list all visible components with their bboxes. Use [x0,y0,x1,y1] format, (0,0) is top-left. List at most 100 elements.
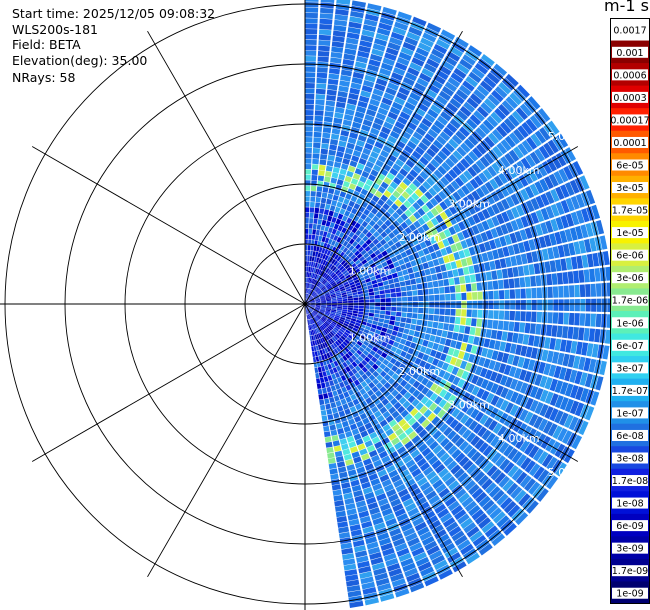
ray-gate [309,207,315,213]
ray-gate [463,101,476,113]
ray-gate [542,420,553,434]
ray-gate [311,329,315,335]
ray-gate [403,235,411,243]
ray-gate [357,100,368,109]
ray-gate [417,351,425,360]
ray-gate [358,299,364,303]
ray-gate [337,225,344,232]
ray-gate [419,241,427,249]
ray-gate [476,282,483,291]
ray-gate [533,335,540,347]
ray-gate [449,419,459,429]
ray-gate [439,221,448,231]
ray-gate [394,321,401,327]
ray-gate [345,329,351,335]
ray-gate [346,464,356,471]
ray-gate [425,229,434,238]
ray-gate [468,265,475,274]
ray-gate [427,356,435,364]
ray-gate [428,519,442,530]
ray-gate [331,484,341,491]
ray-gate [330,310,337,313]
ray-gate [378,246,386,253]
ray-gate [406,572,421,583]
ray-gate [368,219,376,227]
ray-gate [408,273,415,280]
ray-gate [418,122,430,132]
ray-gate [409,542,423,552]
ray-gate [322,187,329,193]
ray-gate [310,278,313,284]
ray-gate [381,341,388,348]
ray-gate [455,130,467,142]
colorbar-tick-label: 0.0006 [613,70,646,81]
ray-gate [583,327,590,342]
ray-gate [379,331,386,337]
ray-gate [375,78,388,87]
ray-gate [308,314,311,320]
ray-gate [510,193,520,206]
ray-gate [456,110,469,121]
ray-gate [316,288,321,293]
ray-gate [308,266,311,272]
colorbar-tick-label: 3e-08 [616,454,643,465]
ray-gate [316,383,322,390]
ray-gate [500,399,510,411]
ray-gate [351,155,360,163]
ray-gate [414,521,427,532]
ray-gate [313,273,317,279]
ray-gate [323,322,329,327]
ray-gate [472,423,483,435]
ray-gate [466,383,475,394]
ray-gate [439,211,448,221]
colorbar-tick-bg [612,339,648,351]
ray-gate [356,316,363,321]
ray-gate [524,442,535,456]
ray-gate [505,73,519,87]
ray-gate [326,386,332,393]
ray-gate [320,148,329,155]
ray-gate [384,219,392,227]
ray-gate [503,500,517,514]
ray-gate [339,286,345,290]
ray-gate [412,517,425,527]
ray-gate [346,142,355,150]
ray-gate [488,239,497,250]
ray-gate [355,210,363,218]
ray-gate [313,309,319,313]
ray-gate [314,296,320,300]
ray-gate [457,425,468,436]
ray-gate [340,326,347,332]
ray-gate [427,341,434,349]
ray-gate [364,306,370,310]
ray-gate [379,363,387,370]
ray-gate [369,349,376,356]
ray-gate [328,325,334,330]
ray-gate [450,340,457,348]
ray-gate [588,358,597,373]
ray-gate [361,359,368,366]
ray-gate [539,127,551,141]
ray-gate [370,169,379,177]
ray-gate [368,242,375,249]
ray-gate [323,431,331,438]
ray-gate [315,305,321,307]
ray-gate [509,310,516,321]
ray-gate [353,116,363,124]
ray-gate [360,353,367,359]
ray-gate [376,374,384,382]
ray-gate [310,301,316,303]
ray-gate [437,322,444,330]
ray-gate [348,518,360,526]
ray-gate [313,279,317,285]
ray-gate [362,392,370,400]
ray-gate [453,67,467,79]
ray-gate [564,398,575,413]
ray-gate [441,472,453,483]
ray-gate [477,474,489,487]
ray-gate [565,257,573,271]
ray-gate [383,513,395,522]
ray-gate [562,326,569,339]
ray-gate [400,286,407,292]
ray-gate [487,319,493,329]
